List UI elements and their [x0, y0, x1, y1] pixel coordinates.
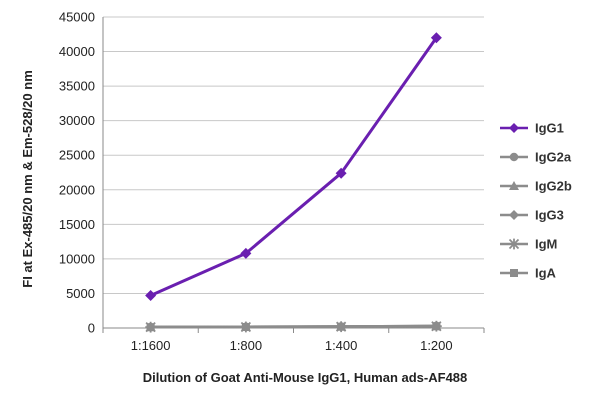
legend-item-igg2b: IgG2b — [500, 179, 572, 194]
x-axis-title: Dilution of Goat Anti-Mouse IgG1, Human … — [143, 370, 468, 385]
y-tick-label: 10000 — [59, 251, 95, 266]
series-igg1 — [145, 32, 442, 302]
data-point — [430, 32, 442, 44]
gridlines — [103, 16, 484, 329]
y-tick-label: 25000 — [59, 148, 95, 163]
x-tick-label: 1:200 — [420, 338, 453, 353]
data-point — [432, 321, 441, 331]
legend-item-igg2a: IgG2a — [500, 150, 572, 165]
data-point — [335, 167, 347, 179]
y-axis: 0 5000 10000 15000 20000 25000 30000 35000 40000… — [59, 10, 104, 336]
x-tick-label: 1:1600 — [131, 338, 171, 353]
data-point — [146, 322, 155, 332]
legend-marker — [510, 269, 518, 277]
x-axis: 1:1600 1:800 1:400 1:200 — [102, 328, 485, 353]
legend-label: IgG3 — [535, 208, 564, 223]
y-tick-label: 30000 — [59, 113, 95, 128]
legend-label: IgG1 — [535, 121, 564, 136]
data-point — [240, 247, 252, 259]
y-tick-label: 45000 — [59, 10, 95, 25]
x-tick-label: 1:400 — [325, 338, 358, 353]
x-tick-label: 1:800 — [230, 338, 263, 353]
legend-item-igg1: IgG1 — [500, 121, 564, 136]
y-tick-label: 20000 — [59, 182, 95, 197]
legend-label: IgA — [535, 266, 557, 281]
legend-label: IgG2a — [535, 150, 572, 165]
legend-marker — [509, 181, 519, 190]
series-line — [150, 324, 437, 329]
legend-item-igg3: IgG3 — [500, 208, 564, 223]
data-point — [336, 322, 346, 331]
legend: IgG1 IgG2a IgG2b IgG3 IgM IgA — [500, 121, 572, 281]
data-point — [145, 290, 157, 302]
legend-item-iga: IgA — [500, 266, 557, 281]
y-tick-label: 5000 — [66, 286, 95, 301]
series-igg2a — [146, 321, 441, 332]
series-line — [150, 36, 438, 297]
legend-label: IgG2b — [535, 179, 572, 194]
legend-label: IgM — [535, 237, 557, 252]
legend-marker — [509, 152, 519, 162]
legend-marker — [509, 210, 519, 220]
plot-series — [145, 32, 442, 333]
legend-marker — [508, 238, 520, 250]
legend-marker — [509, 123, 519, 133]
y-tick-label: 15000 — [59, 217, 95, 232]
legend-item-igm: IgM — [500, 237, 557, 252]
data-point — [241, 322, 251, 332]
y-axis-title: FI at Ex-485/20 nm & Em-528/20 nm — [20, 70, 35, 287]
y-tick-label: 0 — [88, 321, 95, 336]
y-tick-label: 35000 — [59, 79, 95, 94]
y-tick-label: 40000 — [59, 44, 95, 59]
